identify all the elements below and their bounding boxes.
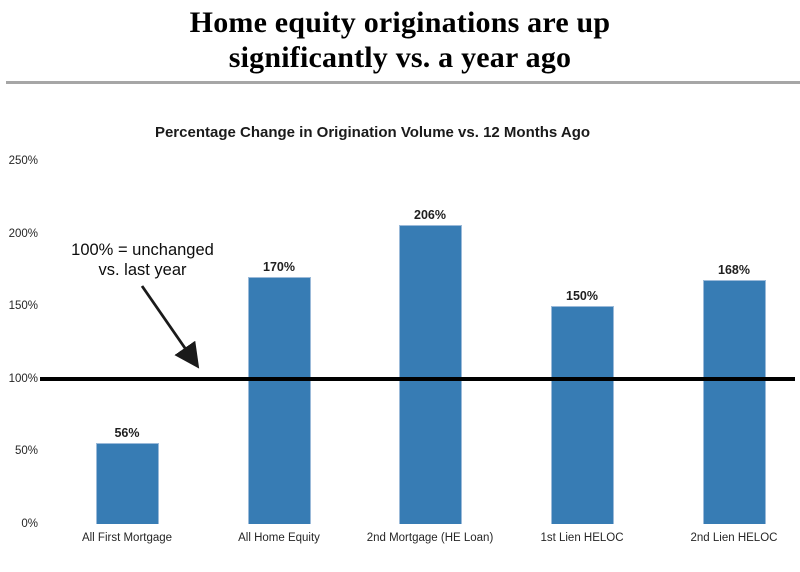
bar-2nd-mortgage-he-loan[interactable]: [398, 225, 462, 524]
reference-line-100pct: [40, 376, 795, 381]
bar-all-home-equity[interactable]: [247, 277, 311, 524]
annotation-line2: vs. last year: [98, 261, 187, 279]
bar-2nd-lien-heloc[interactable]: [702, 280, 766, 524]
page-title-line1: Home equity originations are up: [189, 6, 611, 39]
annotation-line1: 100% = unchanged: [71, 241, 214, 259]
x-axis-label: 2nd Lien HELOC: [690, 532, 778, 544]
bar-value-label: 206%: [414, 208, 446, 222]
y-axis-tick-100: 100%: [8, 372, 38, 385]
x-axis-label: 1st Lien HELOC: [540, 532, 624, 544]
bar-value-label: 170%: [263, 260, 295, 274]
y-axis-tick-200: 200%: [8, 227, 38, 240]
bar-value-label: 150%: [566, 289, 598, 303]
y-axis-tick-0: 0%: [21, 518, 38, 530]
bar-value-label: 168%: [718, 263, 750, 277]
page-title: Home equity originations are up signific…: [0, 5, 800, 75]
bar-all-first-mortgage[interactable]: [95, 443, 159, 524]
y-axis-tick-50: 50%: [14, 445, 38, 458]
y-axis-tick-150: 150%: [8, 300, 38, 313]
chart-title: Percentage Change in Origination Volume …: [154, 124, 591, 141]
page-title-line2: significantly vs. a year ago: [228, 41, 572, 74]
annotation-100pct-note: 100% = unchanged vs. last year: [45, 240, 240, 280]
x-axis-label: All First Mortgage: [81, 532, 173, 544]
x-axis-label: 2nd Mortgage (HE Loan): [366, 532, 494, 544]
bar-value-label: 56%: [114, 426, 140, 440]
annotation-arrow-icon: [140, 285, 200, 369]
bar-1st-lien-heloc[interactable]: [550, 306, 614, 524]
title-divider: [6, 81, 800, 84]
x-axis-label: All Home Equity: [238, 532, 320, 544]
y-axis-tick-250: 250%: [8, 155, 38, 167]
